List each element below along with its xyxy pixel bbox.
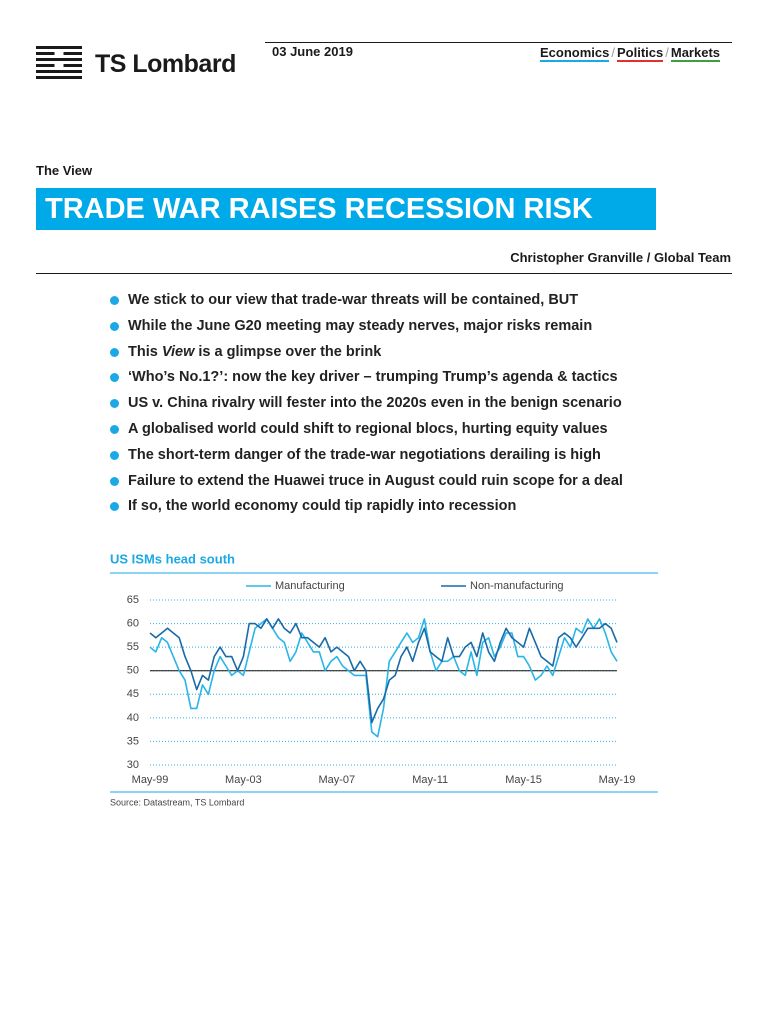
y-tick-label: 30 — [127, 759, 139, 771]
source: Source: Datastream, TS Lombard — [110, 797, 244, 807]
y-tick-label: 45 — [127, 688, 139, 700]
y-tick-label: 35 — [127, 735, 139, 747]
title-box — [36, 188, 656, 230]
nav-link[interactable]: Markets — [670, 45, 720, 62]
author: Christopher Granville / Global Team — [510, 250, 731, 265]
date: 03 June 2019 — [272, 44, 353, 59]
bullet: ‘Who’s No.1?’: now the key driver – trum… — [110, 369, 623, 395]
rule — [36, 273, 732, 274]
legend-label: Manufacturing — [275, 580, 345, 592]
bullet: US v. China rivalry will fester into the… — [110, 395, 623, 421]
y-tick-label: 65 — [127, 594, 139, 606]
y-tick-label: 60 — [127, 617, 139, 629]
x-tick-label: May-99 — [132, 774, 169, 786]
bullet: The short-term danger of the trade-war n… — [110, 447, 623, 473]
legend-label: Non-manufacturing — [470, 580, 564, 592]
line — [149, 618, 618, 724]
line — [149, 618, 618, 738]
nav: Economics / Politics / Markets — [540, 44, 720, 62]
y-tick-label: 40 — [127, 712, 139, 724]
nav-link[interactable]: Politics — [616, 45, 664, 62]
bullet: Failure to extend the Huawei truce in Au… — [110, 473, 623, 499]
x-tick-label: May-03 — [225, 774, 262, 786]
chart-title: US ISMs head south — [110, 551, 235, 566]
logo-icon — [36, 46, 82, 82]
chart: US ISMs head south Source: Datastream, T… — [110, 551, 658, 807]
logo-text: TS Lombard — [95, 50, 236, 78]
bullet-text: is a glimpse over the brink — [198, 343, 382, 360]
y-tick-label: 50 — [127, 665, 139, 677]
bullet-text: This — [128, 343, 158, 360]
nav-link[interactable]: Economics — [540, 45, 610, 62]
y-tick-label: 55 — [127, 641, 139, 653]
title: TRADE WAR RAISES RECESSION RISK — [45, 193, 593, 225]
bullet: If so, the world economy could tip rapid… — [110, 498, 623, 524]
bullet: This View is a glimpse over the brink — [110, 344, 623, 370]
bullet: While the June G20 meeting may steady ne… — [110, 318, 623, 344]
top-rule — [265, 42, 732, 43]
x-tick-label: May-11 — [412, 774, 448, 786]
x-tick-label: May-07 — [318, 774, 355, 786]
x-tick-label: May-15 — [505, 774, 542, 786]
nav-separator: / — [665, 45, 669, 60]
section: The View — [36, 163, 93, 178]
x-tick-label: May-19 — [599, 774, 636, 786]
nav-separator: / — [611, 45, 615, 60]
bullet: We stick to our view that trade-war thre… — [110, 292, 623, 318]
bullet-emphasis: View — [161, 343, 195, 360]
bullet: A globalised world could shift to region… — [110, 421, 623, 447]
bullet-list: We stick to our view that trade-war thre… — [110, 292, 623, 524]
